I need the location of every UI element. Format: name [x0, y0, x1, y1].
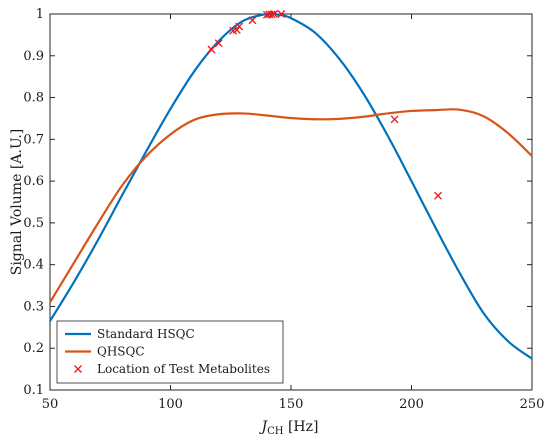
data-point-mark [214, 39, 223, 48]
y-tick-label: 0.4 [23, 258, 44, 273]
x-tick-label: 50 [42, 397, 59, 412]
data-point-mark [267, 10, 276, 19]
data-point-mark [207, 45, 216, 54]
x-tick-label: 100 [158, 397, 183, 412]
data-point [214, 39, 223, 48]
y-tick-label: 0.2 [23, 341, 44, 356]
legend-box [56, 320, 284, 384]
data-point-mark [434, 191, 442, 200]
y-tick-label: 1 [36, 7, 44, 22]
legend: Standard HSQC QHSQC Location of Test Metab… [56, 320, 284, 384]
x-tick-label: 200 [399, 397, 424, 412]
x-tick-label: 150 [279, 397, 304, 412]
series-line-1 [49, 108, 533, 303]
data-point-mark [277, 10, 286, 18]
data-point [248, 16, 257, 25]
x-tick-label: 250 [520, 397, 545, 412]
y-tick-label: 0.1 [23, 383, 44, 398]
data-point [270, 10, 279, 18]
axis-labels: JCH [Hz] Signal Volume [A.U.] [9, 129, 318, 437]
y-tick-label: 0.7 [23, 132, 44, 147]
y-tick-label: 0.9 [23, 49, 44, 64]
data-point [235, 22, 244, 31]
x-axis-label: JCH [Hz] [259, 419, 319, 437]
legend-label-2: Location of Test Metabolites [97, 362, 270, 376]
data-point [207, 45, 216, 54]
data-point-mark [390, 115, 399, 124]
data-point [232, 25, 241, 34]
y-tick-label: 0.6 [23, 174, 44, 189]
legend-label-1: QHSQC [97, 345, 145, 359]
y-tick-label: 0.8 [23, 91, 44, 106]
data-point-mark [270, 10, 279, 18]
y-tick-label: 0.5 [23, 216, 44, 231]
data-point [267, 10, 276, 19]
data-point-mark [232, 25, 241, 34]
series-markers-2 [207, 10, 442, 200]
legend-marker [74, 365, 82, 373]
data-point [277, 10, 286, 18]
y-tick-label: 0.3 [23, 299, 44, 314]
data-point [390, 115, 399, 124]
data-point-mark [235, 22, 244, 31]
data-point-mark [248, 16, 257, 25]
series-line-0 [49, 12, 533, 360]
data-point [434, 191, 442, 200]
plot-area [49, 10, 533, 360]
legend-swatch-2 [74, 365, 82, 373]
legend-label-0: Standard HSQC [97, 327, 195, 341]
y-axis-label: Signal Volume [A.U.] [9, 129, 25, 276]
